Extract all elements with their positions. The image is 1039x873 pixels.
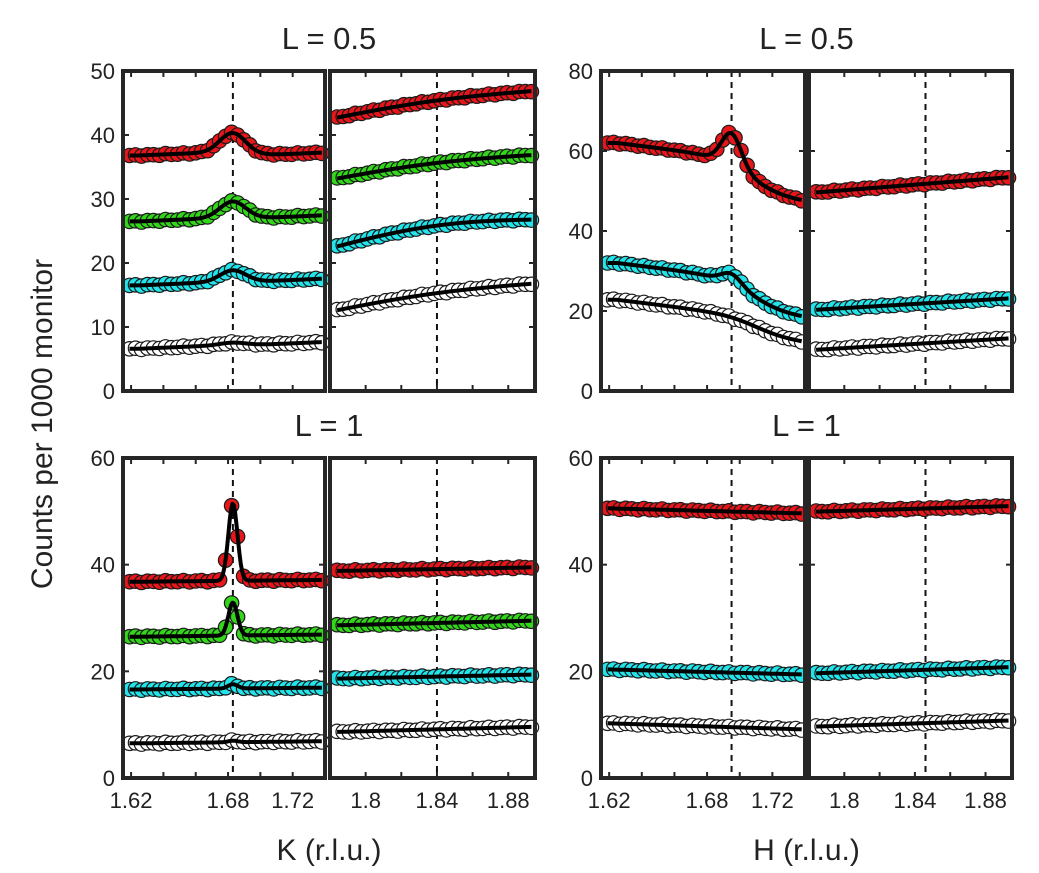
x-tick-label: 1.62 [588, 788, 631, 813]
fit-line-red [128, 131, 323, 158]
x-tick-label: 1.68 [207, 788, 250, 813]
fit-line-red [336, 565, 532, 573]
segment-2 [328, 69, 540, 393]
segment-2: 1.8 1.84 1.88 [807, 456, 1017, 813]
y-tick-label: 30 [91, 187, 115, 212]
y-tick-label: 60 [569, 446, 593, 471]
fit-line-white [815, 718, 1010, 729]
fit-line-green [128, 600, 323, 639]
x-tick-label: 1.88 [487, 788, 530, 813]
axes-frame [328, 69, 537, 393]
fit-line-white [815, 336, 1010, 352]
panel-bottom-right: L = 1 0 20 40 60 1.62 1.68 1.72 1.8 1.84 1.88 H (r.… [569, 408, 1017, 867]
segment-1: 1.62 1.68 1.72 [588, 456, 810, 813]
fit-line-red [336, 89, 532, 120]
axes-frame [807, 69, 1014, 393]
panel-top-right: L = 0.5 0 20 40 60 80 [569, 21, 1017, 404]
fit-line-red [606, 131, 803, 202]
x-axis-label: K (r.l.u.) [276, 834, 381, 867]
x-tick-label: 1.68 [686, 788, 729, 813]
y-tick-label: 0 [103, 766, 115, 791]
segment-1 [599, 69, 810, 393]
axes-frame [121, 69, 327, 393]
x-axis-label: H (r.l.u.) [753, 834, 860, 867]
y-tick-label: 40 [91, 123, 115, 148]
fit-line-red [606, 506, 803, 516]
y-tick-label: 80 [569, 59, 593, 84]
x-tick-label: 1.8 [829, 788, 860, 813]
fit-line-cyan [128, 268, 323, 288]
y-tick-label: 20 [91, 659, 115, 684]
fit-line-cyan [815, 296, 1010, 312]
x-tick-label: 1.84 [416, 788, 459, 813]
segment-2 [807, 69, 1017, 393]
y-tick-label: 40 [569, 219, 593, 244]
axes-frame [328, 456, 537, 780]
y-tick-label: 20 [569, 659, 593, 684]
y-tick-label: 0 [581, 379, 593, 404]
fit-line-white [128, 340, 323, 351]
y-tick-label: 20 [569, 299, 593, 324]
panel-title: L = 1 [295, 408, 364, 443]
fit-line-red [128, 501, 323, 584]
panel-title: L = 0.5 [759, 21, 854, 56]
x-tick-label: 1.62 [110, 788, 153, 813]
y-tick-label: 20 [91, 251, 115, 276]
fit-line-cyan [336, 672, 532, 681]
segment-1: 1.62 1.68 1.72 [110, 456, 330, 813]
fit-line-cyan [336, 217, 532, 249]
panel-top-left: L = 0.5 0 10 20 30 40 50 [91, 21, 540, 404]
fit-line-green [336, 618, 532, 628]
y-tick-label: 40 [569, 553, 593, 578]
fit-line-white [606, 721, 803, 732]
fit-line-white [336, 724, 532, 734]
x-tick-label: 1.72 [271, 788, 314, 813]
y-tick-label: 10 [91, 315, 115, 340]
fit-line-green [128, 199, 323, 224]
y-tick-label: 40 [91, 553, 115, 578]
y-tick-label: 0 [103, 379, 115, 404]
panel-title: L = 1 [772, 408, 841, 443]
panels: L = 0.5 0 10 20 30 40 50 L = 0.5 0 20 40 60 80 L = 1 0… [91, 21, 1017, 867]
fit-line-cyan [815, 665, 1010, 676]
axes-frame [599, 69, 807, 393]
segment-1 [121, 69, 330, 393]
y-tick-label: 0 [581, 766, 593, 791]
x-tick-label: 1.72 [751, 788, 794, 813]
axes-frame [121, 456, 327, 780]
fit-line-green [336, 153, 532, 181]
panel-title: L = 0.5 [282, 21, 377, 56]
fit-line-white [128, 738, 323, 746]
x-tick-label: 1.88 [964, 788, 1007, 813]
panel-bottom-left: L = 1 0 20 40 60 1.62 1.68 1.72 1.8 1.84 1.88 K (r.… [91, 408, 540, 867]
fit-line-cyan [606, 261, 803, 319]
y-tick-label: 60 [91, 446, 115, 471]
y-tick-label: 50 [91, 59, 115, 84]
x-tick-label: 1.84 [893, 788, 936, 813]
fit-line-cyan [128, 682, 323, 692]
y-tick-label: 60 [569, 139, 593, 164]
fit-line-white [606, 297, 803, 344]
axes-frame [599, 456, 807, 780]
y-axis-label: Counts per 1000 monitor [26, 259, 59, 589]
fit-line-white [336, 281, 532, 313]
fit-line-cyan [606, 667, 803, 677]
axes-frame [807, 456, 1014, 780]
x-tick-label: 1.8 [350, 788, 381, 813]
fit-line-red [815, 175, 1010, 195]
segment-2: 1.8 1.84 1.88 [328, 456, 540, 813]
fit-line-red [815, 504, 1010, 514]
